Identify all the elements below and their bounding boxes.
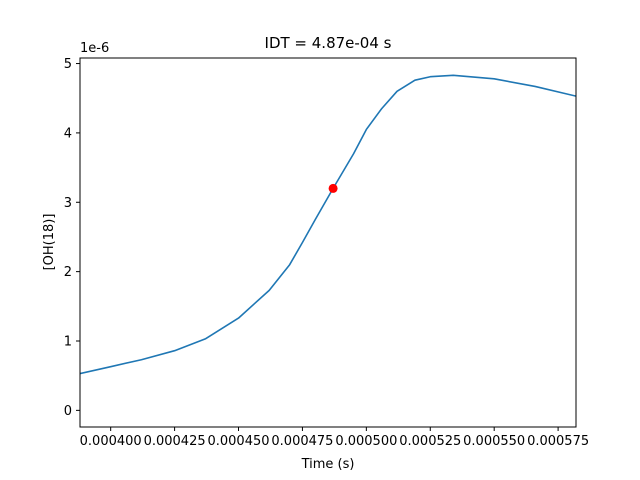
x-tick-label: 0.000500 [335, 434, 397, 449]
y-axis-label: [OH(18)] [42, 214, 57, 271]
axis-ticks: 0.000400 0.000425 0.000450 0.000475 0.000500… [64, 57, 589, 449]
y-tick-label: 0 [64, 404, 72, 419]
y-tick-label: 2 [64, 265, 72, 280]
axes-frame [79, 57, 577, 428]
idt-marker-point [328, 183, 338, 193]
y-tick-label: 1 [64, 334, 72, 349]
y-tick-label: 3 [64, 196, 72, 211]
y-tick-label: 5 [64, 57, 72, 72]
plot-area [80, 74, 576, 375]
x-tick-label: 0.000475 [271, 434, 333, 449]
x-tick-label: 0.000450 [207, 434, 269, 449]
y-tick-label: 4 [64, 126, 72, 141]
x-tick-label: 0.000400 [80, 434, 142, 449]
x-tick-label: 0.000525 [399, 434, 461, 449]
chart-title: IDT = 4.87e-04 s [265, 34, 392, 52]
y-offset-text: 1e-6 [80, 41, 109, 56]
x-axis-label: Time (s) [301, 457, 355, 472]
x-tick-label: 0.000550 [463, 434, 525, 449]
x-tick-label: 0.000575 [527, 434, 589, 449]
x-tick-label: 0.000425 [144, 434, 206, 449]
